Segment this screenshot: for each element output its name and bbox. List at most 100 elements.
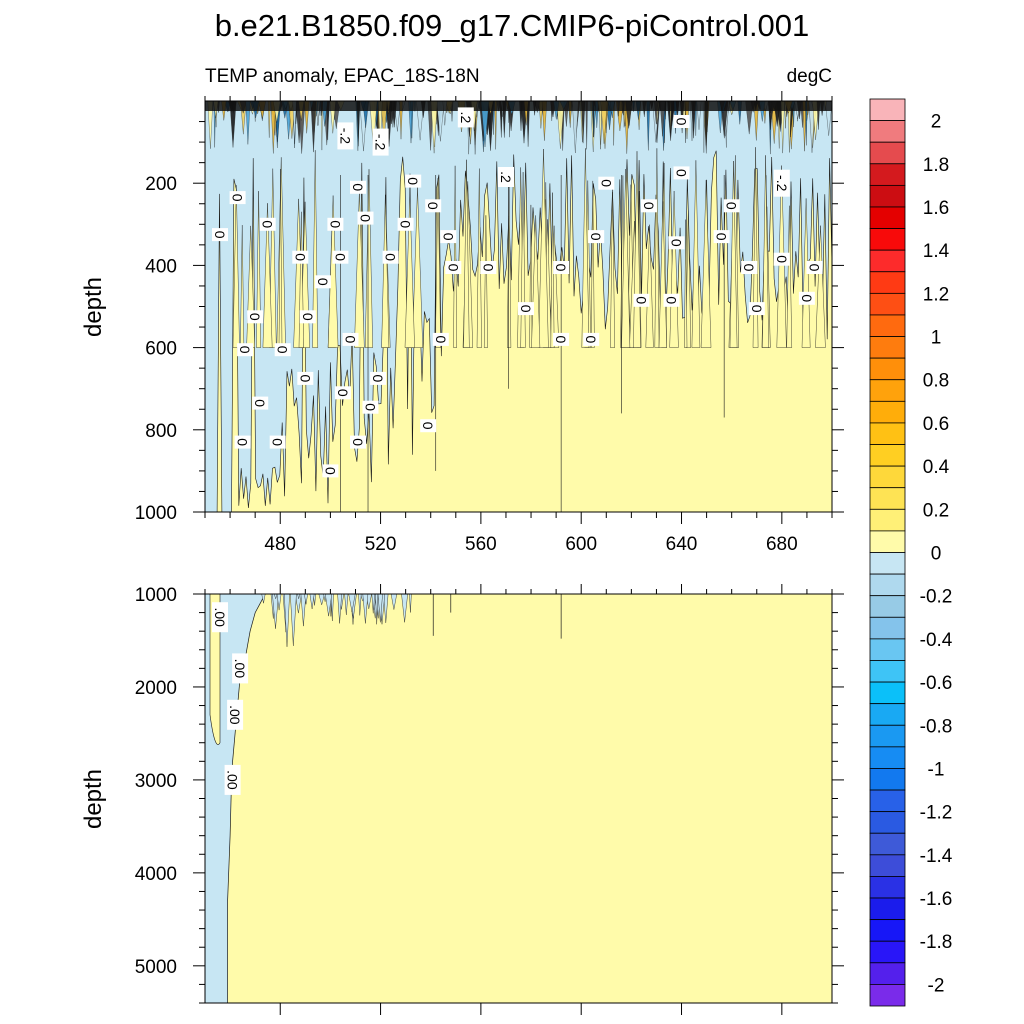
negative-spike (304, 594, 308, 605)
colorbar-swatch (869, 400, 906, 424)
contour-label: 0 (723, 199, 740, 213)
contour-label-text: 0 (237, 346, 253, 354)
contour-label-box (382, 250, 399, 264)
upper-panel-units: degC (787, 66, 832, 87)
contour-label-text: 0 (440, 233, 456, 241)
negative-spike (294, 594, 302, 614)
positive-intrusion (684, 219, 688, 348)
positive-intrusion (645, 224, 654, 348)
colorbar-label: -0.2 (920, 587, 953, 608)
colorbar-swatch (869, 163, 906, 186)
contour-label: 0 (588, 230, 605, 244)
colorbar-swatch (869, 919, 906, 942)
positive-intrusion (262, 203, 273, 348)
contour-label-box (292, 250, 309, 264)
colorbar-swatch (869, 768, 906, 791)
contour-label: 0 (420, 419, 437, 433)
negative-spike (337, 594, 342, 624)
contour-label: 0 (269, 435, 286, 449)
colorbar-swatch (869, 984, 906, 1007)
contour-label: .2 (457, 107, 474, 128)
contour-label-box (420, 419, 437, 433)
negative-spike (362, 594, 369, 624)
colorbar-swatch (869, 746, 906, 769)
contour-label: 0 (252, 396, 269, 410)
surface-spike (292, 101, 297, 144)
surface-spike (585, 101, 588, 150)
contour-label-text: 0 (480, 264, 496, 272)
positive-intrusion (538, 148, 549, 348)
colorbar-label: 0.4 (923, 457, 950, 478)
colorbar-label: 0.6 (923, 414, 949, 435)
contour-label-box (748, 302, 765, 316)
surface-spike (436, 101, 445, 142)
colorbar-swatch (869, 292, 906, 316)
negative-spike (290, 594, 297, 646)
lower-axes: 1000 2000 3000 4000 5000 (135, 584, 844, 1015)
contour-label-text: 0 (235, 438, 251, 446)
contour-label: 0 (480, 261, 497, 274)
contour-label-text: 0 (445, 264, 461, 272)
negative-spike (375, 594, 379, 625)
colorbar-label: -1.4 (920, 846, 953, 867)
contour-label-text: 0 (598, 179, 614, 187)
surface-spike (229, 101, 237, 148)
surface-spike (702, 101, 705, 153)
colorbar-swatch (869, 444, 906, 467)
contour-label-box (362, 400, 379, 414)
contour-label-text: 0 (252, 399, 268, 407)
contour-label-box (332, 250, 349, 264)
contour-label-text: 0 (724, 202, 740, 210)
surface-spike (486, 101, 495, 151)
contour-label-box (357, 211, 374, 225)
contour-label: 0 (445, 261, 462, 274)
contour-label-box (297, 371, 314, 385)
contour-label: 0 (332, 250, 349, 264)
x-tick-label: 600 (565, 534, 597, 555)
positive-intrusion (590, 180, 595, 348)
contour-label-text: .2 (498, 171, 514, 183)
contour-label-box (588, 230, 605, 244)
positive-intrusion (404, 194, 415, 348)
negative-spike (377, 594, 383, 623)
positive-intrusion (654, 148, 660, 348)
contour-label-text: 0 (230, 194, 246, 202)
surface-spike (480, 101, 490, 148)
contour-label: 0 (342, 332, 359, 346)
contour-label: 0 (405, 174, 422, 188)
positive-intrusion (453, 165, 457, 348)
colorbar-swatch (869, 854, 906, 877)
colorbar-label: 1.2 (923, 284, 949, 305)
surface-spike (356, 101, 360, 147)
surface-spike (598, 101, 603, 150)
contour-label-text: 0 (275, 346, 291, 354)
contour-label: 0 (397, 217, 414, 231)
contour-label-text: 0 (588, 233, 604, 241)
contour-label-box (322, 464, 339, 478)
colorbar-label: -1.8 (920, 932, 953, 953)
y-tick-label: 600 (145, 339, 177, 360)
contour-label-text: 0 (405, 177, 421, 185)
contour-label-box (212, 228, 228, 242)
surface-spike (298, 101, 306, 154)
positive-intrusion (327, 195, 339, 348)
positive-intrusion (610, 185, 615, 348)
contour-label-text: 0 (350, 183, 366, 191)
surface-band (205, 101, 832, 111)
contour-label-box (299, 310, 316, 324)
y-tick-label: 5000 (135, 957, 177, 978)
contour-label-box (342, 332, 359, 346)
colorbar-swatch (869, 616, 906, 640)
surface-spike (780, 101, 785, 154)
contour-label-box (445, 261, 462, 274)
colorbar-swatch (869, 573, 906, 597)
positive-intrusion (786, 205, 793, 348)
colorbar-swatch (869, 595, 906, 618)
contour-label-box (598, 176, 615, 190)
contour-label-box (234, 435, 251, 449)
lower-background-fill (205, 594, 832, 1003)
colorbar-label: 1.8 (923, 155, 949, 176)
contour-label-box (498, 167, 514, 187)
surface-spike (245, 101, 251, 145)
contour-label: .00 (232, 653, 249, 684)
